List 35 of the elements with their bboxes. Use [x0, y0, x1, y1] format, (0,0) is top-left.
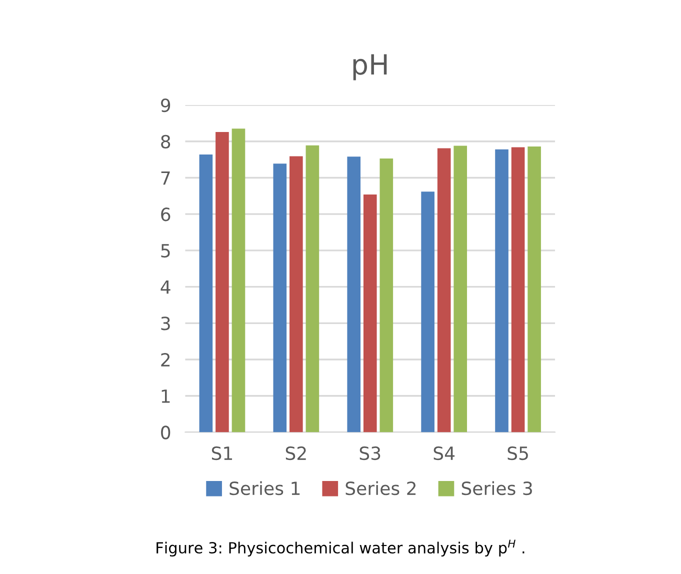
y-tick-label: 0 — [161, 426, 170, 440]
legend-label: Series 3 — [462, 481, 532, 496]
y-tick-label: 2 — [161, 352, 170, 366]
y-tick-label: 8 — [161, 134, 170, 149]
legend-label: Series 1 — [230, 481, 300, 496]
bar — [454, 146, 468, 432]
legend-label: Series 2 — [346, 481, 416, 496]
y-tick-label: 6 — [161, 208, 170, 222]
bar — [306, 145, 320, 432]
y-tick-label: 5 — [161, 244, 170, 258]
bar — [511, 147, 525, 432]
y-tick-label: 4 — [160, 280, 170, 294]
y-tick-label: 3 — [161, 316, 170, 330]
bar — [363, 194, 377, 432]
x-tick-label: S1 — [212, 446, 232, 460]
y-tick-label: 9 — [160, 98, 170, 112]
x-tick-label: S5 — [508, 446, 528, 460]
bar — [232, 128, 246, 432]
bar — [347, 156, 361, 432]
y-tick-label: 7 — [161, 171, 170, 185]
x-tick-label: S2 — [286, 446, 306, 460]
bar — [290, 156, 303, 432]
bar — [495, 149, 508, 432]
bar — [528, 146, 541, 432]
chart-title: pH — [353, 54, 387, 80]
bar — [273, 164, 287, 432]
bar — [421, 192, 434, 432]
caption: Figure 3: Physicochemical water analysis by p$^{H}$ . — [156, 540, 524, 557]
x-tick-label: S3 — [360, 446, 380, 460]
x-tick-label: S4 — [434, 446, 455, 460]
bar — [216, 132, 229, 432]
bar — [380, 158, 394, 432]
bar — [437, 148, 451, 432]
bar — [199, 154, 213, 432]
y-tick-label: 1 — [162, 390, 170, 403]
